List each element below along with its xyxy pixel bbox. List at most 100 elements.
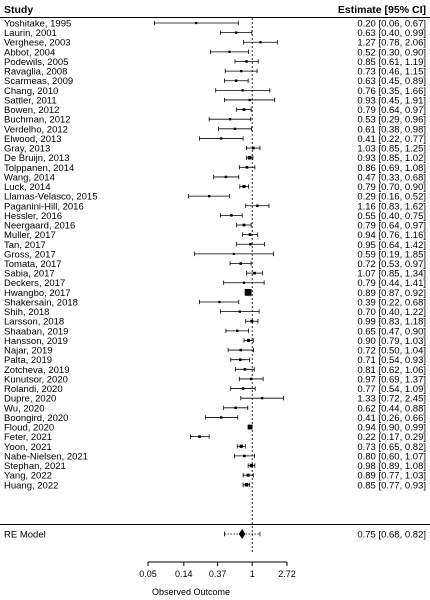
estimate-ci-text: 0.52 [0.30, 0.90] [357, 47, 426, 58]
study-row: Wang, 2014 0.47 [0.33, 0.68] [4, 172, 426, 183]
study-label: Chang, 2010 [4, 86, 58, 97]
study-row: Gray, 2013 1.03 [0.85, 1.25] [4, 144, 426, 155]
point-estimate-square [241, 387, 245, 390]
point-estimate-square [233, 127, 237, 131]
study-row: Muller, 2017 0.94 [0.76, 1.16] [4, 230, 426, 241]
study-label: Yoon, 2021 [4, 442, 52, 453]
estimate-ci-text: 0.95 [0.64, 1.42] [357, 240, 426, 251]
study-label: Tolppanen, 2014 [4, 163, 74, 174]
study-row: Neergaard, 2016 0.79 [0.64, 0.97] [4, 221, 426, 232]
point-estimate-square [244, 288, 252, 296]
point-estimate-square [247, 155, 252, 160]
study-row: Hwangbo, 2017 0.89 [0.87, 0.92] [4, 288, 426, 299]
estimate-ci-text: 0.72 [0.53, 0.97] [357, 259, 426, 270]
x-axis-label: Observed Outcome [152, 587, 230, 597]
study-label: Wu, 2020 [4, 403, 45, 414]
study-row: Hansson, 2019 0.90 [0.79, 1.03] [4, 336, 426, 347]
estimate-ci-text: 0.89 [0.77, 1.03] [357, 471, 426, 482]
estimate-ci-text: 0.55 [0.40, 0.75] [357, 211, 426, 222]
point-estimate-square [239, 444, 243, 448]
point-estimate-square [230, 214, 233, 217]
study-row: Gross, 2017 0.59 [0.19, 1.85] [4, 249, 426, 260]
study-label: Stephan, 2021 [4, 461, 66, 472]
point-estimate-square [234, 31, 238, 34]
study-row: Ravaglia, 2008 0.73 [0.46, 1.15] [4, 67, 426, 78]
study-row: De Bruijn, 2013 0.93 [0.85, 1.02] [4, 153, 426, 164]
study-label: Abbot, 2004 [4, 47, 55, 58]
study-row: Llamas-Velasco, 2015 0.29 [0.16, 0.52] [4, 192, 426, 203]
estimate-ci-text: 0.85 [0.61, 1.19] [357, 57, 426, 68]
study-row: Yang, 2022 0.89 [0.77, 1.03] [4, 471, 426, 482]
x-tick-label: 0.37 [209, 569, 227, 579]
study-row: Shakersain, 2018 0.39 [0.22, 0.68] [4, 297, 426, 308]
point-estimate-square [249, 463, 254, 468]
point-estimate-square [249, 243, 252, 246]
x-tick-label: 0.05 [139, 569, 157, 579]
study-label: Nabe-Nielsen, 2021 [4, 451, 88, 462]
estimate-ci-text: 0.59 [0.19, 1.85] [357, 249, 426, 260]
study-row: Scarmeas, 2009 0.63 [0.45, 0.89] [4, 76, 426, 87]
study-label: Neergaard, 2016 [4, 221, 75, 232]
study-row: Nabe-Nielsen, 2021 0.80 [0.60, 1.07] [4, 451, 426, 462]
point-estimate-square [218, 300, 221, 304]
estimate-ci-text: 1.27 [0.78, 2.06] [357, 38, 426, 49]
estimate-ci-text: 0.39 [0.22, 0.68] [357, 297, 426, 308]
point-estimate-square [250, 319, 254, 323]
study-label: Buchman, 2012 [4, 115, 71, 126]
estimate-ci-text: 0.79 [0.64, 0.97] [357, 221, 426, 232]
point-estimate-square [242, 108, 246, 111]
estimate-ci-text: 0.89 [0.87, 0.92] [357, 288, 426, 299]
study-label: Feter, 2021 [4, 432, 52, 443]
study-row: Boongird, 2020 0.41 [0.26, 0.66] [4, 413, 426, 424]
estimate-ci-text: 0.63 [0.45, 0.89] [357, 76, 426, 87]
study-label: Ravaglia, 2008 [4, 67, 67, 78]
study-row: Zotcheva, 2019 0.81 [0.62, 1.06] [4, 365, 426, 376]
point-estimate-square [243, 454, 246, 458]
point-estimate-square [256, 204, 259, 208]
study-label: Verghese, 2003 [4, 38, 71, 49]
study-row: Elwood, 2013 0.41 [0.22, 0.77] [4, 134, 426, 145]
point-estimate-square [242, 281, 246, 284]
study-label: Verdelho, 2012 [4, 124, 68, 135]
estimate-ci-text: 0.41 [0.26, 0.66] [357, 413, 426, 424]
study-row: Yoon, 2021 0.73 [0.65, 0.82] [4, 442, 426, 453]
point-estimate-square [239, 348, 242, 352]
point-estimate-square [253, 271, 256, 275]
point-estimate-square [245, 60, 248, 63]
estimate-ci-text: 0.73 [0.65, 0.82] [357, 442, 426, 453]
study-label: Wang, 2014 [4, 172, 55, 183]
study-rows: Yoshitake, 1995 0.20 [0.06, 0.67]Laurin, … [4, 19, 426, 492]
point-estimate-square [249, 377, 253, 381]
point-estimate-square [238, 358, 242, 361]
estimate-ci-text: 1.16 [0.83, 1.62] [357, 201, 426, 212]
study-row: Hessler, 2016 0.55 [0.40, 0.75] [4, 211, 426, 222]
estimate-ci-text: 0.41 [0.22, 0.77] [357, 134, 426, 145]
x-tick-label: 0.14 [175, 569, 193, 579]
study-row: Paganini-Hill, 2016 1.16 [0.83, 1.62] [4, 201, 426, 212]
study-row: Chang, 2010 0.76 [0.35, 1.66] [4, 86, 426, 97]
point-estimate-square [243, 368, 247, 371]
estimate-ci-text: 0.61 [0.38, 0.98] [357, 124, 426, 135]
point-estimate-square [241, 89, 244, 92]
study-row: Najar, 2019 0.72 [0.50, 1.04] [4, 346, 426, 357]
study-label: Podewils, 2005 [4, 57, 68, 68]
study-label: Gray, 2013 [4, 144, 50, 155]
summary-row: RE Model 0.75 [0.68, 0.82] [4, 529, 426, 541]
point-estimate-square [246, 338, 251, 343]
study-label: De Bruijn, 2013 [4, 153, 69, 164]
point-estimate-square [207, 195, 211, 198]
study-row: Palta, 2019 0.71 [0.54, 0.93] [4, 355, 426, 366]
estimate-ci-text: 0.70 [0.40, 1.22] [357, 307, 426, 318]
study-row: Larsson, 2018 0.99 [0.83, 1.18] [4, 317, 426, 328]
study-row: Shaaban, 2019 0.65 [0.47, 0.90] [4, 326, 426, 337]
estimate-column-header: Estimate [95% CI] [338, 4, 426, 16]
estimate-ci-text: 0.47 [0.33, 0.68] [357, 172, 426, 183]
study-label: Deckers, 2017 [4, 278, 65, 289]
estimate-ci-text: 0.77 [0.54, 1.09] [357, 384, 426, 395]
study-row: Stephan, 2021 0.98 [0.89, 1.08] [4, 461, 426, 472]
study-label: Elwood, 2013 [4, 134, 62, 145]
estimate-ci-text: 0.71 [0.54, 0.93] [357, 355, 426, 366]
study-label: Yoshitake, 1995 [4, 19, 71, 30]
study-label: Gross, 2017 [4, 249, 56, 260]
estimate-ci-text: 0.81 [0.62, 1.06] [357, 365, 426, 376]
